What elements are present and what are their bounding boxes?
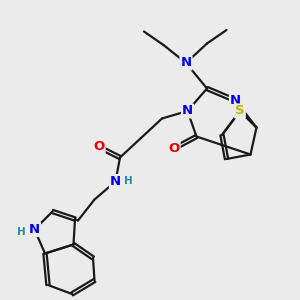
Text: H: H <box>17 227 26 237</box>
Text: O: O <box>93 140 105 154</box>
Text: S: S <box>235 104 245 118</box>
Text: N: N <box>182 104 193 118</box>
Text: H: H <box>124 176 133 187</box>
Text: O: O <box>168 142 180 155</box>
Text: N: N <box>230 94 241 107</box>
Text: N: N <box>180 56 192 70</box>
Text: N: N <box>29 223 40 236</box>
Text: N: N <box>110 175 121 188</box>
